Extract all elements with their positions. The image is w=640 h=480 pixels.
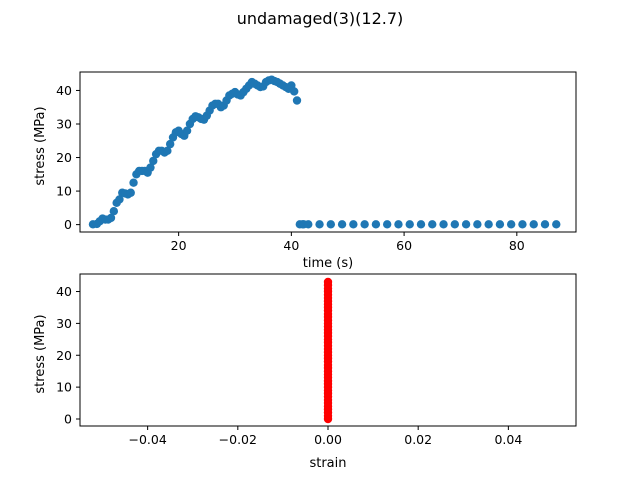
chart0-ytick-label: 40 (56, 83, 72, 98)
chart1-xtick-label: 0.04 (494, 432, 522, 447)
chart0-data-point (473, 220, 482, 229)
chart1-xlabel: strain (309, 456, 346, 471)
chart0-data-point (129, 178, 138, 187)
chart1-xtick-label: −0.04 (128, 432, 166, 447)
chart0-data-point (182, 126, 192, 135)
chart0-data-point (337, 220, 347, 229)
figure-title: undamaged(3)(12.7) (237, 9, 404, 28)
chart0-ytick-label: 0 (64, 217, 72, 232)
chart1-ytick-label: 20 (56, 348, 72, 363)
chart0-data-point (326, 220, 336, 229)
chart0-data-point (484, 220, 493, 229)
chart0-points (88, 75, 561, 229)
stress-strain-chart: strain stress (MPa) −0.04 −0.02 0.00 0.02 0.… (33, 273, 577, 471)
chart0-data-point (529, 220, 538, 229)
chart1-xtick-label: 0.00 (314, 432, 342, 447)
chart0-data-point (405, 220, 414, 229)
chart0-data-point (109, 207, 119, 216)
chart0-data-point (428, 220, 437, 229)
chart0-xlabel: time (s) (303, 256, 353, 271)
chart0-data-point (292, 96, 302, 105)
chart0-data-point (146, 163, 155, 172)
chart0-xtick-label: 40 (283, 238, 299, 253)
chart0-data-point (552, 220, 561, 229)
chart0-data-point (495, 220, 505, 229)
chart1-ylabel: stress (MPa) (33, 314, 48, 393)
chart1-ytick-label: 40 (56, 284, 72, 299)
chart1-ytick-label: 0 (64, 411, 72, 426)
chart0-axes-frame (79, 71, 577, 233)
chart1-xtick-label: 0.02 (404, 432, 432, 447)
chart1-ytick-label: 30 (56, 316, 72, 331)
chart0-data-point (371, 220, 381, 229)
chart0-xtick-label: 80 (509, 238, 525, 253)
chart0-ytick-label: 10 (56, 184, 72, 199)
chart1-ytick-label: 10 (56, 380, 72, 395)
chart0-data-point (115, 195, 124, 204)
chart0-data-point (518, 220, 527, 229)
chart0-data-point (349, 220, 358, 229)
chart0-data-point (394, 220, 403, 229)
chart0-data-point (439, 220, 448, 229)
chart0-ylabel: stress (MPa) (33, 106, 48, 185)
chart0-xtick-label: 60 (396, 238, 412, 253)
chart0-data-point (149, 156, 158, 166)
chart0-data-point (163, 146, 172, 156)
chart0-data-point (126, 188, 135, 197)
chart1-xtick-label: −0.02 (219, 432, 257, 447)
chart0-data-point (106, 213, 116, 223)
chart0-data-point (461, 220, 471, 229)
chart0-data-point (289, 87, 299, 96)
chart0-data-point (382, 220, 392, 229)
stress-time-chart: time (s) stress (MPa) 20 40 60 80 0 10 20 30 40 (33, 71, 577, 271)
chart0-data-point (360, 220, 369, 229)
chart0-data-point (540, 220, 550, 229)
chart0-data-point (304, 220, 313, 229)
chart1-points (323, 277, 333, 424)
chart0-ytick-label: 20 (56, 150, 72, 165)
chart0-data-point (165, 139, 175, 149)
chart0-data-point (416, 220, 426, 229)
chart1-data-point (323, 277, 333, 287)
chart0-xtick-label: 20 (171, 238, 187, 253)
chart0-data-point (315, 220, 324, 229)
chart0-ytick-label: 30 (56, 116, 72, 131)
chart0-data-point (506, 220, 516, 229)
chart0-data-point (450, 220, 460, 229)
